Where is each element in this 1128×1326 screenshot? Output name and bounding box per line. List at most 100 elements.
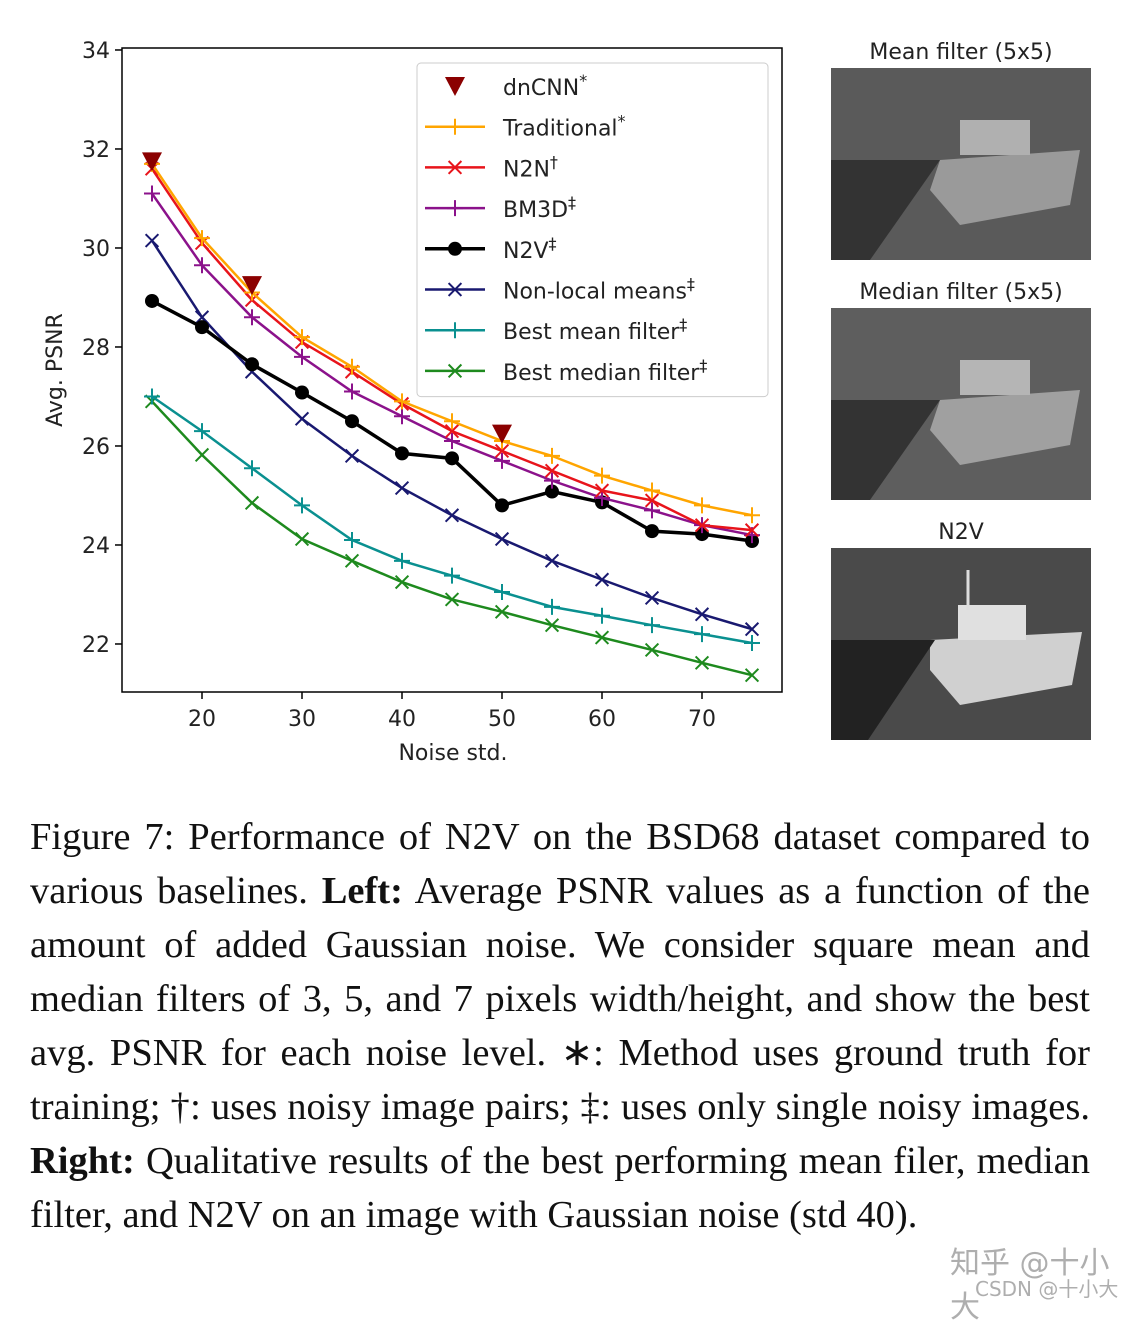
marker (394, 575, 410, 590)
x-tick-label: 30 (288, 707, 316, 732)
marker (244, 460, 260, 477)
marker (294, 348, 310, 365)
marker (644, 642, 660, 658)
marker (394, 393, 410, 410)
y-tick-label: 34 (82, 39, 110, 64)
y-tick-label: 28 (82, 336, 110, 361)
y-axis-label: Avg. PSNR (43, 313, 68, 427)
marker (444, 592, 460, 607)
marker (544, 598, 560, 615)
caption-label: Left: (321, 870, 403, 912)
legend-label-text: N2V (503, 239, 549, 264)
marker (294, 329, 310, 346)
marker (345, 414, 359, 429)
marker (344, 553, 360, 568)
marker (445, 451, 459, 466)
marker (594, 607, 610, 624)
marker (594, 489, 610, 506)
legend-label-text: Non-local means (503, 280, 687, 305)
marker (494, 604, 510, 619)
marker (594, 467, 610, 484)
marker (594, 630, 610, 645)
x-tick-label: 70 (688, 707, 716, 732)
legend-label-text: Best mean filter (503, 320, 680, 345)
marker (695, 527, 709, 542)
x-tick-label: 50 (488, 707, 516, 732)
marker (694, 655, 710, 670)
marker (444, 413, 460, 430)
marker (194, 310, 210, 325)
marker (744, 523, 760, 538)
marker (444, 508, 460, 523)
image-median (831, 308, 1091, 500)
marker (644, 482, 660, 499)
marker (694, 518, 710, 533)
watermark: CSDN @十小大 (975, 1277, 1119, 1301)
legend: dnCNN*Traditional*N2N†BM3D‡N2V‡Non-local… (416, 62, 769, 398)
legend-label-mark: * (579, 71, 587, 90)
y-tick-label: 32 (82, 138, 110, 163)
marker (694, 626, 710, 643)
marker (394, 480, 410, 496)
marker (447, 282, 463, 297)
marker (344, 358, 360, 375)
panel-title: N2V (938, 520, 984, 545)
marker (644, 493, 660, 508)
x-tick-label: 40 (388, 707, 416, 732)
marker (344, 532, 360, 549)
marker (344, 448, 360, 463)
marker (194, 230, 210, 247)
legend-label: N2N† (503, 152, 558, 183)
marker (195, 320, 209, 335)
marker (447, 363, 463, 379)
marker (295, 385, 309, 400)
figure: Noise std. Avg. PSNR Mean filter (5x5) M… (43, 39, 1091, 766)
marker (544, 447, 560, 464)
marker (495, 498, 509, 513)
marker (494, 452, 510, 469)
marker (544, 553, 560, 568)
marker (644, 590, 660, 606)
legend-label-mark: † (550, 152, 558, 171)
legend-label: Traditional* (502, 111, 626, 142)
marker (294, 411, 310, 426)
marker (244, 495, 260, 511)
marker (694, 607, 710, 622)
marker (144, 185, 160, 202)
marker (492, 424, 512, 444)
marker (644, 617, 660, 634)
caption: Figure 7: Performance of N2V on the BSD6… (30, 810, 1090, 1242)
marker (544, 463, 560, 478)
marker (645, 524, 659, 539)
marker (545, 484, 559, 499)
y-tick-label: 30 (82, 237, 110, 262)
marker (744, 622, 760, 637)
legend-label-mark: ‡ (687, 274, 695, 293)
x-axis-label: Noise std. (398, 741, 507, 766)
marker (242, 276, 262, 296)
marker (494, 443, 510, 459)
legend-frame (416, 62, 769, 398)
marker (694, 497, 710, 514)
image-n2v (831, 548, 1091, 740)
legend-label: N2V‡ (503, 233, 557, 264)
legend-label-mark: ‡ (568, 193, 576, 212)
legend-label: Best median filter‡ (503, 355, 707, 386)
plot-frame (121, 47, 783, 693)
legend-label-mark: ‡ (699, 355, 707, 374)
panel-title: Median filter (5x5) (859, 280, 1062, 305)
image-mean (831, 68, 1091, 260)
marker (344, 383, 360, 400)
series (142, 152, 512, 444)
marker (394, 408, 410, 425)
marker (194, 257, 210, 274)
marker (145, 293, 159, 308)
marker (494, 531, 510, 547)
caption-text: Qualitative results of the best performi… (30, 1140, 1090, 1236)
marker (447, 200, 463, 217)
marker (144, 388, 160, 405)
y-tick-label: 22 (82, 633, 110, 658)
marker (744, 634, 760, 651)
marker (744, 507, 760, 524)
panel-title: Mean filter (5x5) (869, 40, 1052, 65)
